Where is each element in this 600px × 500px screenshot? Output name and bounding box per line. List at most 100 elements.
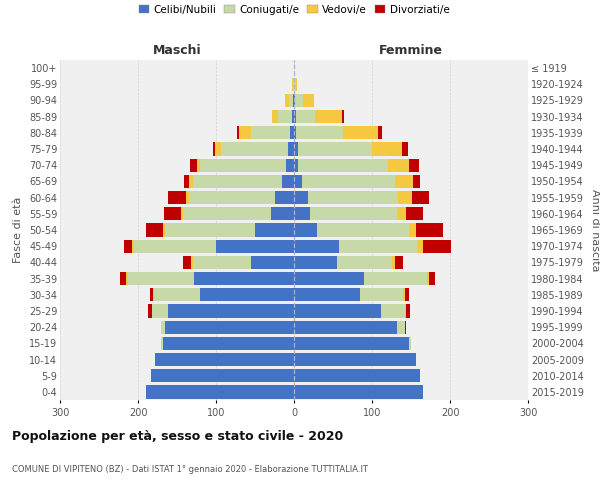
Bar [188,175,193,188]
Bar [184,175,188,188]
Bar [239,126,251,140]
Bar [294,353,416,366]
Bar [193,175,283,188]
Bar [283,175,294,188]
Text: Femmine: Femmine [379,44,443,57]
Bar [298,142,372,156]
Bar [294,386,423,398]
Bar [120,272,126,285]
Bar [181,207,183,220]
Text: COMUNE DI VIPITENO (BZ) - Dati ISTAT 1° gennaio 2020 - Elaborazione TUTTITALIA.I: COMUNE DI VIPITENO (BZ) - Dati ISTAT 1° … [12,465,368,474]
Bar [294,158,298,172]
Bar [221,142,288,156]
Bar [294,207,310,220]
Bar [360,288,403,302]
Bar [286,158,294,172]
Bar [308,191,398,204]
Bar [165,320,294,334]
Bar [200,158,286,172]
Bar [183,207,271,220]
Bar [294,320,397,334]
Bar [183,256,191,269]
Bar [294,142,298,156]
Bar [397,207,406,220]
Bar [294,272,364,285]
Bar [294,288,360,302]
Bar [191,256,193,269]
Bar [372,142,401,156]
Bar [405,288,409,302]
Bar [412,191,429,204]
Bar [251,256,294,269]
Bar [124,240,132,253]
Bar [163,224,165,236]
Legend: Celibi/Nubili, Coniugati/e, Vedovi/e, Divorziati/e: Celibi/Nubili, Coniugati/e, Vedovi/e, Di… [134,0,454,19]
Bar [343,110,344,124]
Bar [275,191,294,204]
Bar [388,158,409,172]
Bar [293,94,294,107]
Bar [164,207,181,220]
Bar [405,320,406,334]
Bar [378,126,382,140]
Bar [200,288,294,302]
Y-axis label: Anni di nascita: Anni di nascita [590,188,600,271]
Bar [364,272,427,285]
Bar [132,240,134,253]
Bar [398,191,412,204]
Bar [343,126,378,140]
Bar [237,126,239,140]
Bar [153,288,154,302]
Bar [215,142,221,156]
Bar [154,288,200,302]
Bar [128,272,194,285]
Bar [126,272,128,285]
Bar [167,304,294,318]
Bar [292,78,293,91]
Bar [146,224,163,236]
Bar [395,256,403,269]
Bar [185,191,188,204]
Bar [286,94,289,107]
Bar [339,240,417,253]
Bar [294,110,296,124]
Bar [194,272,294,285]
Bar [315,110,343,124]
Bar [401,142,408,156]
Bar [294,240,339,253]
Bar [298,158,388,172]
Bar [409,158,419,172]
Bar [155,353,294,366]
Bar [409,224,416,236]
Bar [255,224,294,236]
Bar [294,304,382,318]
Bar [294,175,302,188]
Bar [296,78,297,91]
Bar [163,336,294,350]
Bar [151,369,294,382]
Bar [302,94,314,107]
Bar [146,386,294,398]
Bar [405,304,406,318]
Text: Popolazione per età, sesso e stato civile - 2020: Popolazione per età, sesso e stato civil… [12,430,343,443]
Bar [406,304,410,318]
Bar [392,256,395,269]
Bar [403,288,405,302]
Bar [289,94,293,107]
Bar [409,336,411,350]
Bar [429,272,435,285]
Bar [152,304,167,318]
Bar [196,158,200,172]
Bar [188,191,275,204]
Bar [213,142,215,156]
Bar [382,304,405,318]
Bar [134,240,216,253]
Bar [294,256,337,269]
Bar [294,191,308,204]
Bar [337,256,392,269]
Bar [406,207,424,220]
Bar [169,191,185,204]
Bar [161,336,163,350]
Bar [290,126,294,140]
Bar [413,175,421,188]
